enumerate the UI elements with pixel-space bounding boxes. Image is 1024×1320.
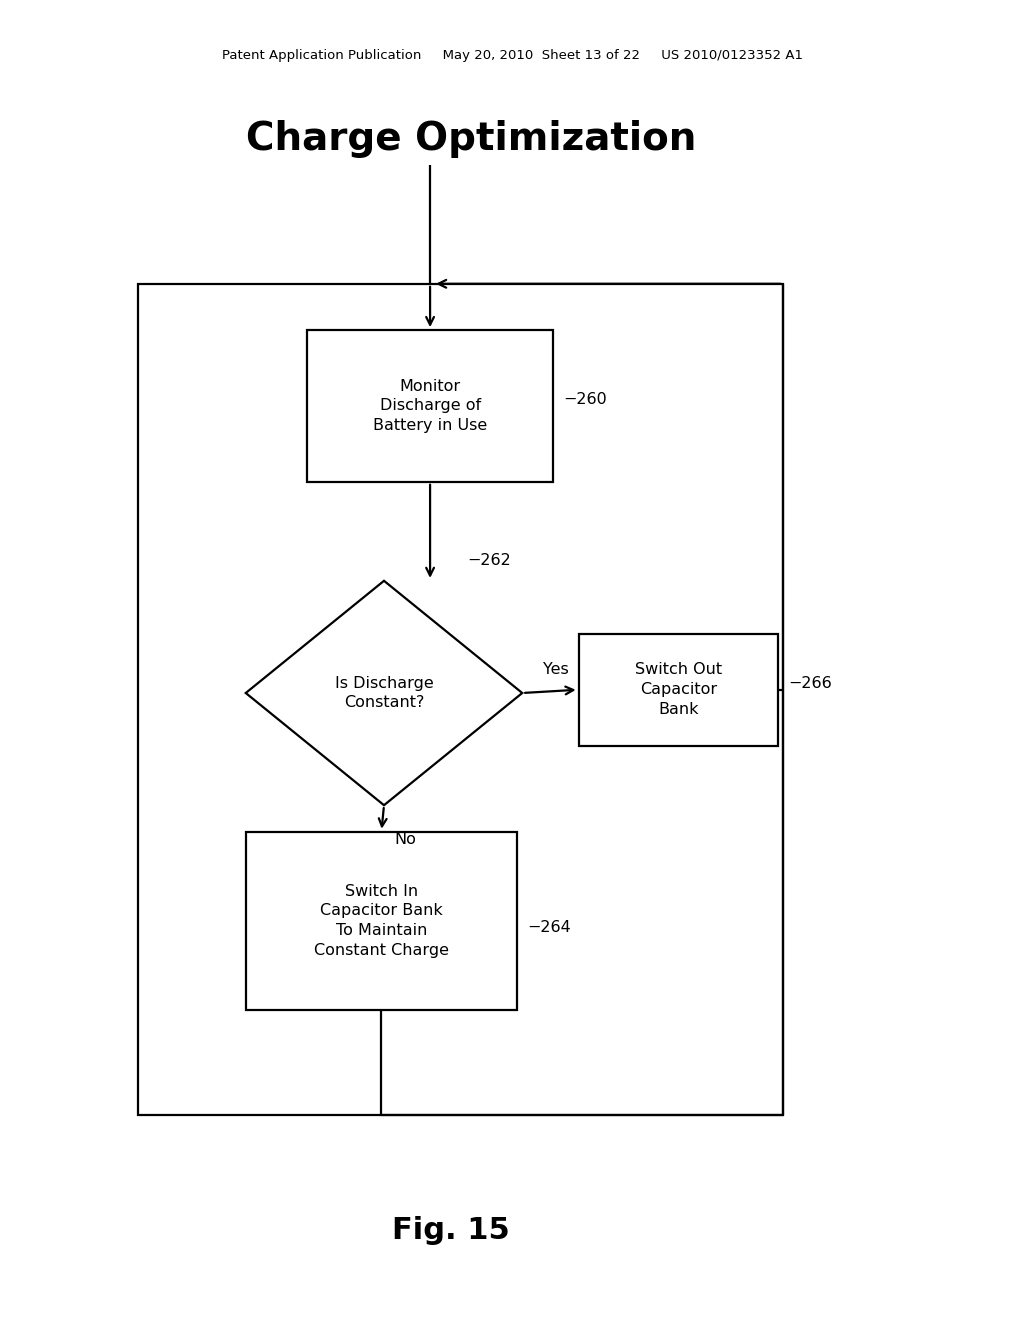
Text: −264: −264 [527,920,571,935]
Bar [138,284,783,1115]
Text: Patent Application Publication     May 20, 2010  Sheet 13 of 22     US 2010/0123: Patent Application Publication May 20, 2… [221,49,803,62]
Text: Yes: Yes [543,663,568,677]
Polygon shape [246,581,522,805]
Text: Fig. 15: Fig. 15 [392,1216,509,1245]
Text: −266: −266 [788,676,833,690]
Bar [246,832,517,1010]
Text: Charge Optimization: Charge Optimization [246,120,696,157]
Bar [307,330,553,482]
Text: −262: −262 [467,553,511,568]
Text: Is Discharge
Constant?: Is Discharge Constant? [335,676,433,710]
Text: Monitor
Discharge of
Battery in Use: Monitor Discharge of Battery in Use [373,379,487,433]
Text: No: No [394,832,416,846]
Text: Switch In
Capacitor Bank
To Maintain
Constant Charge: Switch In Capacitor Bank To Maintain Con… [314,883,449,958]
Bar [579,634,778,746]
Text: −260: −260 [563,392,607,407]
Text: Switch Out
Capacitor
Bank: Switch Out Capacitor Bank [635,663,722,717]
